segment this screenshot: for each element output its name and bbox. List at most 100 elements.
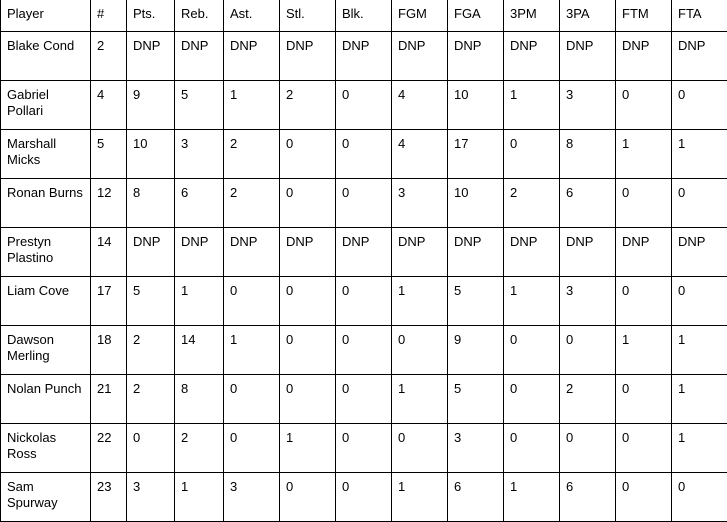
cell-steals: 0 bbox=[280, 130, 336, 179]
cell-number: 21 bbox=[91, 375, 127, 424]
cell-steals: 0 bbox=[280, 179, 336, 228]
cell-fgm: 4 bbox=[392, 130, 448, 179]
cell-assists: 3 bbox=[224, 473, 280, 522]
cell-assists: 1 bbox=[224, 81, 280, 130]
cell-fta: 1 bbox=[672, 326, 727, 375]
cell-fga: DNP bbox=[448, 228, 504, 277]
cell-fga: 5 bbox=[448, 277, 504, 326]
cell-blocks: 0 bbox=[336, 424, 392, 473]
cell-points: DNP bbox=[127, 228, 175, 277]
cell-3pa: 6 bbox=[560, 473, 616, 522]
cell-points: 0 bbox=[127, 424, 175, 473]
cell-3pa: 2 bbox=[560, 375, 616, 424]
cell-player: Ronan Burns bbox=[1, 179, 91, 228]
cell-steals: 1 bbox=[280, 424, 336, 473]
cell-blocks: 0 bbox=[336, 130, 392, 179]
cell-fga: 17 bbox=[448, 130, 504, 179]
cell-3pm: 0 bbox=[504, 130, 560, 179]
cell-ftm: 0 bbox=[616, 424, 672, 473]
cell-blocks: DNP bbox=[336, 32, 392, 81]
cell-fgm: 1 bbox=[392, 277, 448, 326]
cell-ftm: 0 bbox=[616, 277, 672, 326]
column-header-rebounds: Reb. bbox=[175, 0, 224, 32]
column-header-fga: FGA bbox=[448, 0, 504, 32]
cell-player: Nickolas Ross bbox=[1, 424, 91, 473]
cell-fga: 3 bbox=[448, 424, 504, 473]
cell-assists: 0 bbox=[224, 424, 280, 473]
cell-3pa: 3 bbox=[560, 81, 616, 130]
cell-assists: 1 bbox=[224, 326, 280, 375]
cell-number: 4 bbox=[91, 81, 127, 130]
cell-fta: 0 bbox=[672, 277, 727, 326]
cell-fgm: 0 bbox=[392, 326, 448, 375]
cell-points: 5 bbox=[127, 277, 175, 326]
cell-3pm: 2 bbox=[504, 179, 560, 228]
cell-player: Marshall Micks bbox=[1, 130, 91, 179]
cell-fgm: DNP bbox=[392, 228, 448, 277]
cell-player: Blake Cond bbox=[1, 32, 91, 81]
cell-number: 17 bbox=[91, 277, 127, 326]
cell-fgm: 0 bbox=[392, 424, 448, 473]
cell-fta: 1 bbox=[672, 130, 727, 179]
cell-3pm: 0 bbox=[504, 375, 560, 424]
cell-fta: 1 bbox=[672, 424, 727, 473]
cell-steals: 2 bbox=[280, 81, 336, 130]
cell-player: Liam Cove bbox=[1, 277, 91, 326]
column-header-fgm: FGM bbox=[392, 0, 448, 32]
cell-fta: 1 bbox=[672, 375, 727, 424]
cell-rebounds: 14 bbox=[175, 326, 224, 375]
cell-ftm: DNP bbox=[616, 32, 672, 81]
cell-fta: 0 bbox=[672, 179, 727, 228]
cell-ftm: 0 bbox=[616, 81, 672, 130]
cell-fga: 6 bbox=[448, 473, 504, 522]
cell-3pm: 1 bbox=[504, 473, 560, 522]
cell-3pa: 0 bbox=[560, 326, 616, 375]
cell-3pm: 0 bbox=[504, 424, 560, 473]
cell-3pm: 1 bbox=[504, 277, 560, 326]
cell-points: 9 bbox=[127, 81, 175, 130]
cell-3pm: DNP bbox=[504, 228, 560, 277]
cell-3pa: 0 bbox=[560, 424, 616, 473]
cell-fga: 10 bbox=[448, 81, 504, 130]
column-header-number: # bbox=[91, 0, 127, 32]
cell-number: 22 bbox=[91, 424, 127, 473]
cell-blocks: 0 bbox=[336, 81, 392, 130]
column-header-3pa: 3PA bbox=[560, 0, 616, 32]
cell-rebounds: 2 bbox=[175, 424, 224, 473]
cell-3pm: 0 bbox=[504, 326, 560, 375]
column-header-ftm: FTM bbox=[616, 0, 672, 32]
cell-blocks: 0 bbox=[336, 326, 392, 375]
cell-rebounds: 3 bbox=[175, 130, 224, 179]
cell-points: 10 bbox=[127, 130, 175, 179]
cell-assists: 0 bbox=[224, 277, 280, 326]
cell-points: 8 bbox=[127, 179, 175, 228]
cell-blocks: 0 bbox=[336, 277, 392, 326]
cell-points: DNP bbox=[127, 32, 175, 81]
cell-3pa: DNP bbox=[560, 32, 616, 81]
cell-rebounds: 5 bbox=[175, 81, 224, 130]
cell-assists: 0 bbox=[224, 375, 280, 424]
cell-points: 2 bbox=[127, 326, 175, 375]
cell-3pa: 6 bbox=[560, 179, 616, 228]
cell-ftm: DNP bbox=[616, 228, 672, 277]
cell-fgm: 3 bbox=[392, 179, 448, 228]
cell-rebounds: 1 bbox=[175, 473, 224, 522]
cell-steals: 0 bbox=[280, 375, 336, 424]
cell-points: 2 bbox=[127, 375, 175, 424]
cell-3pa: 8 bbox=[560, 130, 616, 179]
cell-ftm: 1 bbox=[616, 326, 672, 375]
cell-number: 18 bbox=[91, 326, 127, 375]
cell-fta: 0 bbox=[672, 81, 727, 130]
cell-steals: 0 bbox=[280, 277, 336, 326]
cell-assists: DNP bbox=[224, 32, 280, 81]
column-header-points: Pts. bbox=[127, 0, 175, 32]
cell-blocks: 0 bbox=[336, 375, 392, 424]
